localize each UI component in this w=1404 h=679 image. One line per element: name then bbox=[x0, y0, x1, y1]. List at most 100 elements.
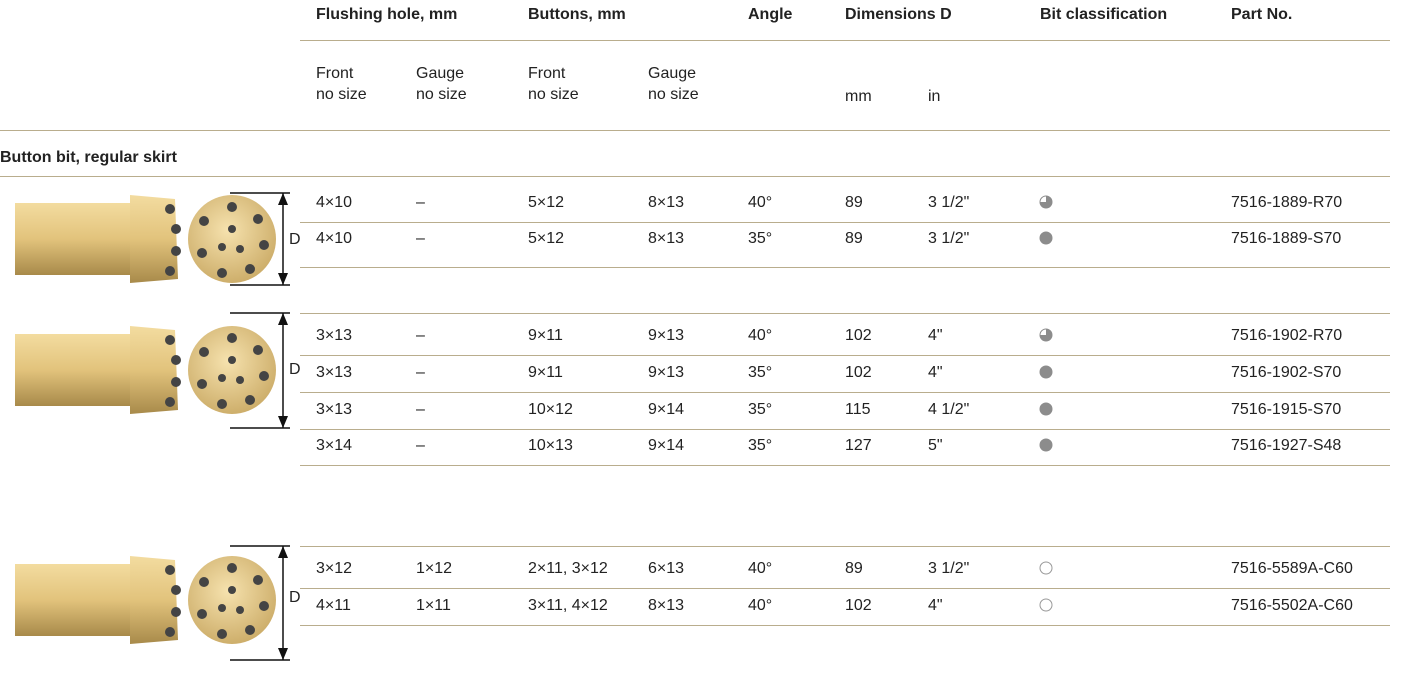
rule bbox=[300, 313, 1390, 314]
sub-header: mm bbox=[845, 88, 872, 105]
cell: 3 1/2" bbox=[928, 230, 970, 247]
cell: 5×12 bbox=[528, 194, 565, 211]
cell: 40° bbox=[748, 597, 773, 614]
cell: 4" bbox=[928, 597, 943, 614]
cell: 102 bbox=[845, 327, 872, 344]
cell: 8×13 bbox=[648, 194, 685, 211]
cell: 9×13 bbox=[648, 327, 685, 344]
cell: – bbox=[416, 437, 425, 454]
bit-image bbox=[15, 556, 276, 644]
cell: 7516-5589A-C60 bbox=[1231, 560, 1353, 577]
sub-header: Front bbox=[316, 65, 354, 82]
cell: 4×10 bbox=[316, 194, 353, 211]
column-header: Angle bbox=[748, 6, 793, 23]
section-title: Button bit, regular skirt bbox=[0, 149, 177, 166]
cell: 3×14 bbox=[316, 437, 353, 454]
cell: 3×12 bbox=[316, 560, 353, 577]
column-header: Bit classification bbox=[1040, 6, 1168, 23]
cell: 89 bbox=[845, 560, 863, 577]
classification-icon bbox=[1039, 561, 1053, 575]
rule bbox=[300, 546, 1390, 547]
cell: 1×12 bbox=[416, 560, 453, 577]
cell: 10×12 bbox=[528, 401, 573, 418]
cell: 9×13 bbox=[648, 364, 685, 381]
cell: 89 bbox=[845, 194, 863, 211]
rule bbox=[300, 465, 1390, 466]
dimension-label: D bbox=[289, 231, 301, 248]
cell: – bbox=[416, 194, 425, 211]
rule bbox=[300, 392, 1390, 393]
sub-header: Gauge bbox=[648, 65, 697, 82]
cell: 3×13 bbox=[316, 364, 353, 381]
classification-icon bbox=[1039, 328, 1053, 342]
cell: 3×13 bbox=[316, 401, 353, 418]
cell: 8×13 bbox=[648, 597, 685, 614]
cell: 3 1/2" bbox=[928, 194, 970, 211]
cell: 7516-1915-S70 bbox=[1231, 401, 1342, 418]
sub-header: no size bbox=[648, 86, 699, 103]
cell: 1×11 bbox=[416, 597, 451, 614]
cell: 102 bbox=[845, 364, 872, 381]
cell: 2×11, 3×12 bbox=[528, 560, 608, 577]
sub-header: no size bbox=[416, 86, 467, 103]
classification-icon bbox=[1039, 438, 1053, 452]
cell: – bbox=[416, 230, 425, 247]
cell: 35° bbox=[748, 401, 773, 418]
cell: 4×11 bbox=[316, 597, 351, 614]
cell: – bbox=[416, 364, 425, 381]
cell: 8×13 bbox=[648, 230, 685, 247]
rule bbox=[300, 355, 1390, 356]
cell: – bbox=[416, 327, 425, 344]
bit-image bbox=[15, 195, 276, 283]
dimension-label: D bbox=[289, 589, 301, 606]
cell: 9×11 bbox=[528, 327, 563, 344]
rule bbox=[300, 267, 1390, 268]
classification-icon bbox=[1039, 231, 1053, 245]
cell: 5" bbox=[928, 437, 943, 454]
sub-header: Front bbox=[528, 65, 566, 82]
rule bbox=[300, 40, 1390, 41]
cell: 7516-1889-S70 bbox=[1231, 230, 1342, 247]
cell: 4×10 bbox=[316, 230, 353, 247]
cell: 7516-1889-R70 bbox=[1231, 194, 1343, 211]
cell: 7516-1927-S48 bbox=[1231, 437, 1342, 454]
sub-header: no size bbox=[528, 86, 579, 103]
rule bbox=[0, 130, 1390, 131]
column-header: Part No. bbox=[1231, 6, 1293, 23]
rule bbox=[300, 588, 1390, 589]
cell: – bbox=[416, 401, 425, 418]
sub-header: in bbox=[928, 88, 941, 105]
cell: 4 1/2" bbox=[928, 401, 970, 418]
cell: 4" bbox=[928, 327, 943, 344]
cell: 89 bbox=[845, 230, 863, 247]
cell: 102 bbox=[845, 597, 872, 614]
rule bbox=[300, 625, 1390, 626]
column-header: Flushing hole, mm bbox=[316, 6, 458, 23]
cell: 35° bbox=[748, 364, 773, 381]
sub-header: Gauge bbox=[416, 65, 465, 82]
column-header: Dimensions D bbox=[845, 6, 952, 23]
cell: 35° bbox=[748, 230, 773, 247]
cell: 3 1/2" bbox=[928, 560, 970, 577]
dimension-arrows bbox=[230, 192, 290, 661]
cell: 115 bbox=[845, 401, 871, 418]
cell: 7516-1902-S70 bbox=[1231, 364, 1342, 381]
rule bbox=[300, 222, 1390, 223]
cell: 3×11, 4×12 bbox=[528, 597, 608, 614]
classification-icon bbox=[1039, 195, 1053, 209]
column-header: Buttons, mm bbox=[528, 6, 626, 23]
cell: 127 bbox=[845, 437, 872, 454]
cell: 3×13 bbox=[316, 327, 353, 344]
classification-icon bbox=[1039, 598, 1053, 612]
bit-image bbox=[15, 326, 276, 414]
cell: 9×14 bbox=[648, 401, 685, 418]
cell: 40° bbox=[748, 560, 773, 577]
cell: 4" bbox=[928, 364, 943, 381]
cell: 35° bbox=[748, 437, 773, 454]
rule bbox=[300, 429, 1390, 430]
cell: 40° bbox=[748, 327, 773, 344]
cell: 7516-5502A-C60 bbox=[1231, 597, 1353, 614]
cell: 40° bbox=[748, 194, 773, 211]
cell: 5×12 bbox=[528, 230, 565, 247]
